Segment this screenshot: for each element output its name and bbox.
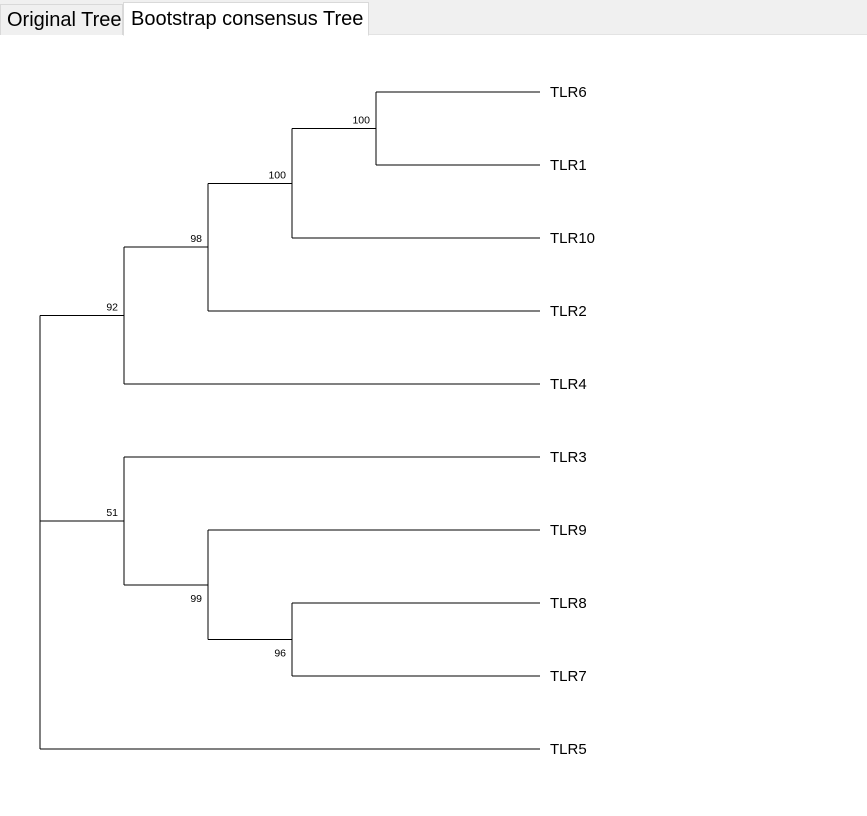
leaf-label-tlr3: TLR3 — [550, 449, 587, 466]
leaf-label-tlr7: TLR7 — [550, 668, 587, 685]
leaf-label-tlr1: TLR1 — [550, 157, 587, 174]
leaf-label-tlr4: TLR4 — [550, 376, 587, 393]
leaf-label-tlr5: TLR5 — [550, 741, 587, 758]
tab-bar: Original Tree Bootstrap consensus Tree — [0, 0, 867, 36]
bootstrap-value: 96 — [274, 648, 286, 660]
leaf-label-tlr9: TLR9 — [550, 522, 587, 539]
leaf-label-tlr6: TLR6 — [550, 84, 587, 101]
leaf-label-tlr10: TLR10 — [550, 230, 595, 247]
bootstrap-value: 100 — [268, 169, 286, 181]
bootstrap-value: 51 — [106, 507, 118, 519]
leaf-label-tlr2: TLR2 — [550, 303, 587, 320]
bootstrap-value: 92 — [106, 302, 118, 314]
bootstrap-value: 98 — [190, 233, 202, 245]
leaf-label-tlr8: TLR8 — [550, 595, 587, 612]
bootstrap-value: 99 — [190, 593, 202, 605]
bootstrap-value: 100 — [352, 115, 370, 127]
tab-original-tree[interactable]: Original Tree — [0, 4, 123, 35]
tab-bootstrap-consensus-tree[interactable]: Bootstrap consensus Tree — [123, 2, 369, 36]
